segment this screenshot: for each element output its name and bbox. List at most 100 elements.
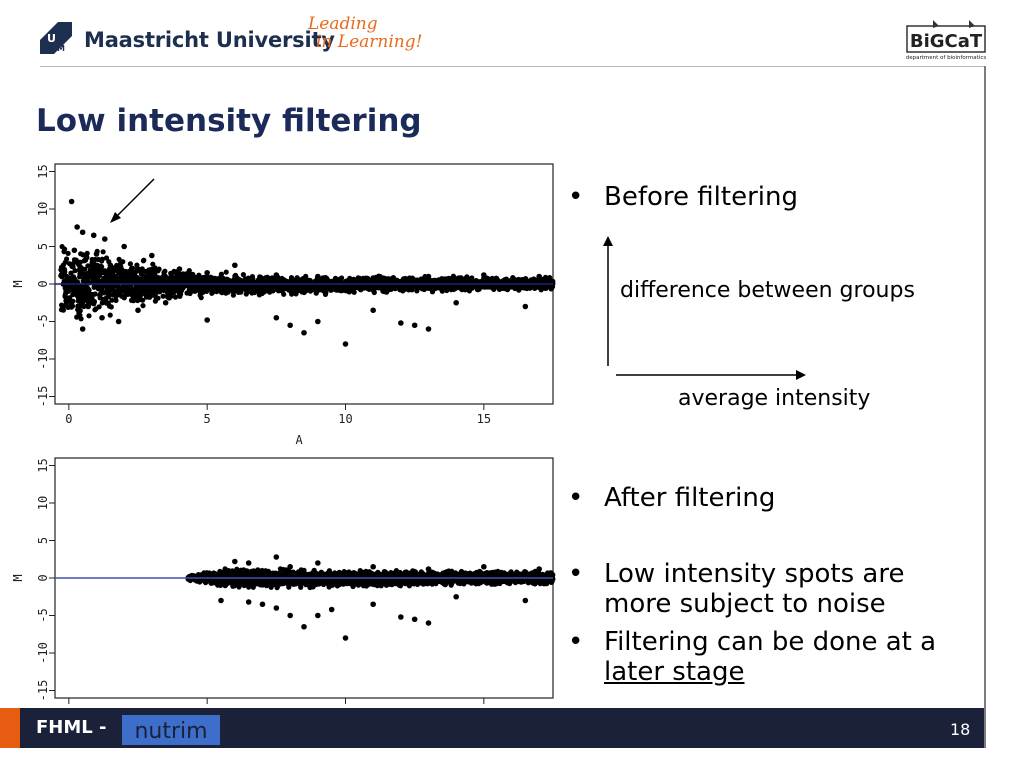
- data-point: [538, 284, 544, 290]
- data-point: [143, 268, 149, 275]
- data-point: [59, 302, 65, 308]
- data-point: [138, 271, 144, 277]
- data-point: [142, 278, 148, 284]
- data-point: [215, 285, 221, 291]
- data-point: [79, 290, 86, 296]
- data-point: [209, 290, 215, 296]
- data-point: [198, 295, 204, 301]
- data-point: [245, 284, 251, 290]
- data-point: [295, 282, 301, 288]
- data-point: [337, 581, 343, 588]
- data-point: [79, 229, 86, 236]
- data-point: [126, 275, 132, 282]
- data-point: [68, 298, 74, 305]
- right-divider: [984, 66, 986, 748]
- data-point: [350, 287, 356, 294]
- tagline-line1: Leading: [308, 14, 378, 34]
- data-point: [457, 277, 463, 283]
- data-point: [82, 257, 89, 263]
- data-point: [495, 278, 502, 284]
- data-point: [111, 278, 117, 284]
- data-point: [191, 284, 197, 290]
- data-point: [310, 573, 316, 579]
- data-point: [347, 284, 353, 290]
- bigcat-logo: BiGCaT department of bioinformatics: [903, 16, 987, 62]
- data-point: [218, 271, 224, 277]
- data-point: [73, 287, 79, 293]
- data-point: [522, 303, 529, 310]
- data-point: [118, 260, 124, 266]
- data-point: [272, 277, 278, 283]
- data-point: [481, 272, 487, 278]
- data-point: [283, 573, 289, 579]
- data-point: [177, 291, 183, 297]
- data-point: [140, 297, 146, 303]
- data-point: [543, 285, 549, 291]
- data-point: [89, 293, 95, 300]
- data-point: [281, 291, 287, 297]
- data-point: [58, 273, 64, 279]
- data-point: [370, 275, 376, 281]
- data-point: [68, 304, 74, 310]
- data-point: [85, 263, 91, 269]
- data-point: [77, 266, 83, 272]
- data-point: [76, 303, 83, 309]
- data-point: [301, 329, 307, 336]
- data-point: [315, 318, 321, 325]
- data-point: [383, 282, 389, 288]
- data-point: [464, 274, 470, 280]
- data-point: [99, 256, 105, 262]
- data-point: [384, 289, 390, 295]
- data-point: [375, 278, 381, 284]
- data-point: [125, 286, 132, 292]
- data-point: [296, 277, 302, 283]
- data-point: [107, 262, 114, 269]
- data-point: [58, 307, 64, 313]
- data-point: [338, 278, 344, 284]
- data-point: [75, 282, 81, 288]
- data-point: [121, 277, 127, 283]
- data-point: [109, 297, 115, 303]
- data-point: [104, 285, 110, 291]
- data-point: [483, 277, 489, 283]
- data-point: [425, 273, 432, 280]
- y-tick-label: -10: [36, 348, 50, 370]
- data-point: [103, 255, 110, 261]
- data-point: [74, 292, 80, 299]
- data-point: [166, 275, 172, 281]
- data-point: [68, 198, 75, 205]
- data-point: [172, 278, 178, 284]
- data-point: [300, 278, 306, 284]
- data-point: [262, 284, 269, 290]
- data-point: [147, 284, 153, 290]
- data-point: [442, 582, 448, 588]
- data-point: [493, 284, 499, 290]
- y-tick-label: -5: [36, 314, 50, 328]
- data-point: [162, 279, 168, 285]
- data-point: [468, 279, 474, 285]
- data-point: [67, 276, 73, 282]
- data-point: [475, 287, 481, 293]
- data-point: [107, 312, 113, 318]
- data-point: [156, 266, 162, 272]
- data-point: [140, 258, 146, 264]
- y-tick-label: 10: [36, 202, 50, 216]
- data-point: [64, 256, 70, 262]
- data-point: [324, 275, 330, 281]
- data-point: [287, 322, 293, 329]
- data-point: [164, 293, 170, 299]
- data-point: [78, 251, 84, 257]
- data-point: [79, 326, 86, 332]
- data-point: [135, 266, 141, 272]
- data-point: [103, 298, 109, 304]
- data-point: [225, 287, 231, 294]
- data-point: [78, 316, 84, 322]
- data-point: [93, 251, 100, 257]
- data-point: [363, 275, 369, 281]
- data-point: [88, 273, 94, 280]
- data-point: [97, 292, 103, 298]
- data-point: [116, 288, 122, 294]
- data-point: [92, 269, 98, 275]
- data-point: [119, 293, 125, 299]
- data-point: [152, 298, 158, 304]
